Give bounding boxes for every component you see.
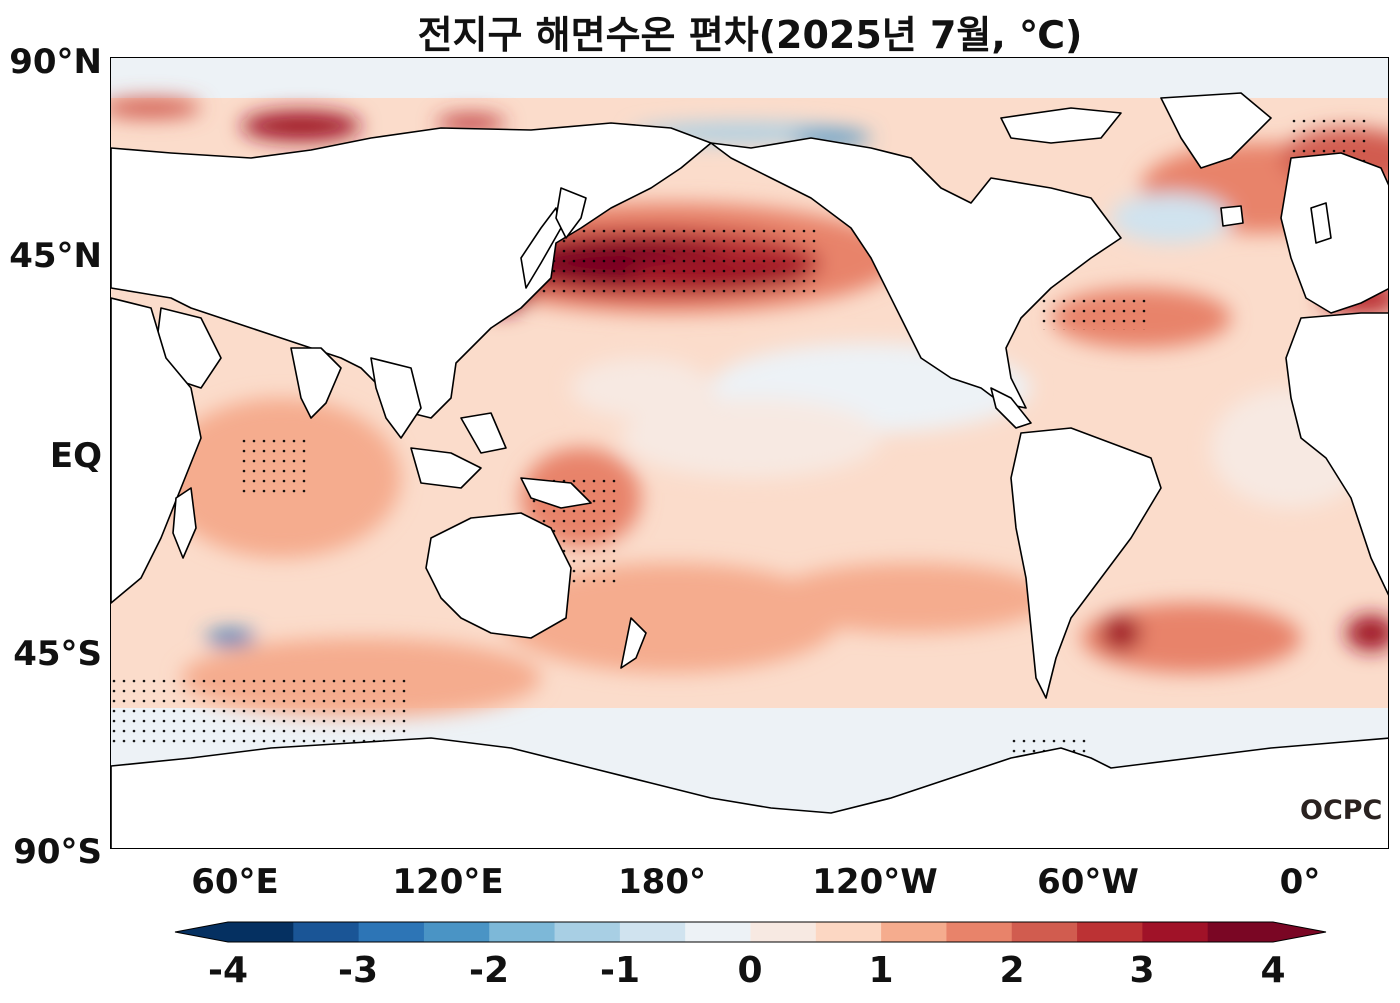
colorbar-tick: -4 [208,950,248,991]
colorbar-cell [489,922,556,942]
colorbar-cell [750,922,817,942]
colorbar-tick: 0 [737,950,763,991]
lon-label-0: 0° [1279,862,1321,902]
colorbar-outline [174,921,1327,943]
map-title: 전지구 해면수온 편차(2025년 7월, ℃) [417,13,1083,57]
arctic-band [111,58,1388,98]
colorbar-tick: -2 [469,950,509,991]
lon-label-60e: 60°E [191,862,279,902]
colorbar-tick: 1 [868,950,894,991]
lon-label-60w: 60°W [1037,862,1139,902]
colorbar-cell [358,922,425,942]
lat-label-90s: 90°S [13,832,102,872]
colorbar [174,921,1327,943]
lon-label-120e: 120°E [392,862,504,902]
colorbar-cell [1077,922,1143,942]
colorbar-cell [1207,922,1274,942]
ocpc-logo: OCPC [1300,795,1383,826]
sst-map-svg [111,58,1388,848]
colorbar-cell [685,922,751,942]
colorbar-cell [1011,922,1078,942]
lat-label-eq: EQ [49,436,102,476]
lon-label-180: 180° [618,862,706,902]
colorbar-extend-low [175,922,228,942]
colorbar-cell [554,922,621,942]
colorbar-cell [815,922,882,942]
lon-label-120w: 120°W [812,862,938,902]
colorbar-cell [423,922,490,942]
colorbar-cell [881,922,947,942]
colorbar-tick: 3 [1129,950,1155,991]
colorbar-cell [293,922,360,942]
landmasses [111,92,1388,848]
colorbar-cell [228,922,294,942]
lat-label-45s: 45°S [13,634,102,674]
lat-label-45n: 45°N [9,236,102,276]
colorbar-cell [619,922,686,942]
lat-label-90n: 90°N [9,42,102,82]
colorbar-tick: -1 [600,950,640,991]
sst-anomaly-map [110,57,1389,849]
colorbar-tick: 4 [1260,950,1286,991]
colorbar-tick: 2 [999,950,1025,991]
colorbar-cell [946,922,1013,942]
colorbar-tick: -3 [338,950,378,991]
colorbar-extend-high [1273,922,1326,942]
colorbar-cell [1142,922,1209,942]
